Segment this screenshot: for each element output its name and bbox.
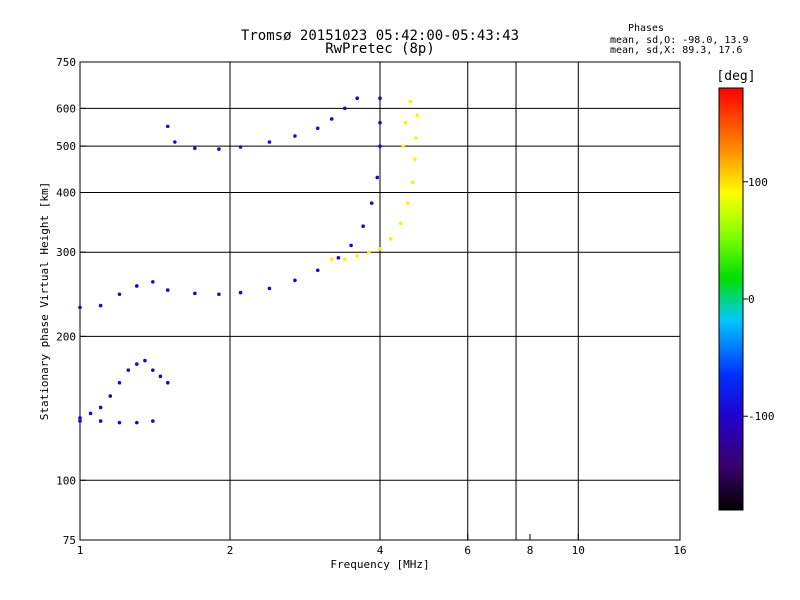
y-tick-label: 300	[56, 246, 76, 259]
chart-title: Tromsø 20151023 05:42:00-05:43:43	[241, 28, 519, 44]
data-point	[134, 362, 139, 366]
data-point	[378, 96, 382, 100]
chart-subtitle: RwPretec (8p)	[325, 41, 435, 57]
y-tick-label: 400	[56, 186, 76, 199]
axis-ticks: 1 2 4 6 8 10 16 75 100 200 300 400 500 600 750	[56, 56, 687, 557]
data-point	[158, 374, 163, 379]
data-point	[134, 284, 139, 288]
data-point	[293, 278, 297, 283]
data-point	[78, 419, 82, 423]
y-axis-label: Stationary phase Virtual Height [km]	[38, 182, 51, 420]
data-point	[406, 201, 410, 205]
colorbar-tick-label: 0	[748, 293, 755, 306]
data-point	[408, 99, 413, 104]
data-point	[238, 290, 243, 295]
x-tick-label: 1	[77, 544, 84, 557]
y-tick-label: 750	[56, 56, 76, 69]
x-tick-label: 8	[527, 544, 534, 557]
data-point	[134, 420, 139, 425]
data-point	[388, 237, 393, 241]
data-point	[355, 253, 359, 258]
data-point	[378, 246, 382, 251]
data-point	[193, 146, 197, 151]
data-point	[343, 106, 347, 111]
data-point	[410, 180, 415, 185]
x-tick-label: 2	[227, 544, 234, 557]
data-point	[98, 405, 103, 410]
data-point	[378, 144, 382, 148]
data-point	[151, 419, 155, 423]
x-tick-label: 16	[673, 544, 686, 557]
colorbar-tick-label: -100	[748, 410, 775, 423]
data-point	[267, 286, 272, 291]
data-point	[413, 157, 417, 161]
data-point	[78, 305, 82, 310]
data-point	[238, 145, 243, 149]
y-tick-label: 500	[56, 140, 76, 153]
data-point	[217, 147, 221, 151]
colorbar-ticks: 100 0 -100	[743, 176, 775, 423]
data-point	[126, 368, 131, 372]
data-point	[293, 134, 297, 138]
data-point	[117, 292, 122, 297]
x-tick-label: 6	[464, 544, 471, 557]
y-tick-label: 100	[56, 474, 76, 487]
data-point	[267, 140, 272, 144]
data-point	[78, 416, 82, 420]
y-tick-label: 75	[63, 534, 76, 547]
data-point	[414, 136, 418, 140]
data-point	[151, 280, 155, 284]
data-point	[361, 224, 365, 229]
data-point	[398, 221, 403, 226]
data-point	[151, 368, 155, 372]
data-point	[165, 124, 170, 129]
data-point	[98, 419, 103, 423]
data-point	[329, 117, 334, 121]
colorbar	[718, 87, 744, 511]
data-point	[343, 257, 347, 262]
grid-lines	[80, 62, 680, 540]
data-point	[315, 126, 320, 131]
data-point	[88, 411, 93, 416]
data-point	[165, 380, 170, 385]
x-tick-label: 10	[572, 544, 585, 557]
data-point	[329, 257, 334, 262]
data-point	[117, 380, 122, 385]
data-point	[117, 420, 122, 425]
x-axis-label: Frequency [MHz]	[330, 558, 429, 571]
y-tick-label: 600	[56, 102, 76, 115]
data-point	[336, 256, 341, 260]
stats-o-line: mean, sd,O: -98.0, 13.9	[610, 35, 748, 46]
data-point	[193, 291, 197, 296]
data-point	[415, 113, 419, 118]
x-tick-label: 4	[377, 544, 384, 557]
data-point	[108, 394, 113, 398]
data-point	[98, 303, 103, 308]
data-point	[165, 288, 170, 292]
data-point	[403, 120, 408, 125]
colorbar-tick-label: 100	[748, 176, 768, 189]
data-point	[369, 201, 374, 205]
data-point	[143, 358, 147, 363]
stats-heading: Phases	[628, 23, 664, 34]
data-points	[78, 96, 419, 425]
y-tick-label: 200	[56, 330, 76, 343]
data-point	[217, 292, 221, 297]
data-point	[401, 144, 405, 148]
data-point	[367, 250, 371, 255]
data-point	[173, 140, 177, 144]
colorbar-label: [deg]	[716, 69, 755, 84]
data-point	[378, 120, 382, 125]
data-point	[349, 243, 353, 248]
stats-x-line: mean, sd,X: 89.3, 17.6	[610, 45, 742, 56]
data-point	[355, 96, 359, 100]
data-point	[375, 175, 380, 180]
data-point	[315, 268, 320, 273]
